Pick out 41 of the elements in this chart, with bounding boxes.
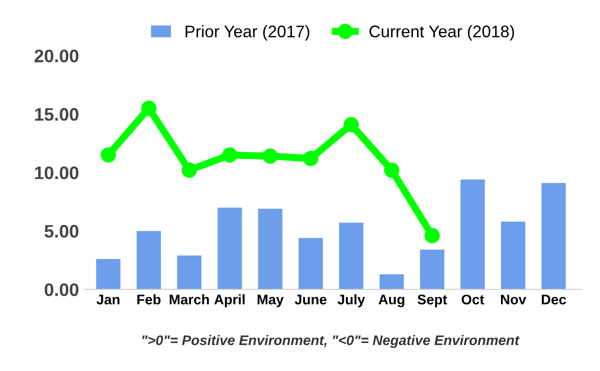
text: ">0"= Positive Environment, "<0"= Negative Environment (142, 334, 520, 348)
bar (460, 180, 485, 290)
x-tick-label: Aug (378, 294, 404, 308)
x-tick-label: Oct (462, 294, 484, 304)
point (344, 116, 359, 132)
x-tick-label: Jan (96, 294, 120, 304)
point (182, 162, 197, 178)
bar (380, 274, 404, 290)
x-tick-label: March (170, 294, 209, 304)
bar (298, 238, 323, 290)
point (384, 162, 400, 178)
bar (339, 222, 364, 290)
x-tick-label: May (258, 294, 284, 308)
bar (218, 208, 242, 290)
x-tick-label: Dec (542, 294, 566, 304)
bar (542, 183, 566, 290)
bar (258, 208, 282, 290)
point (100, 147, 116, 163)
x-tick-label: June (294, 294, 326, 304)
bar (177, 255, 202, 290)
bar (420, 250, 444, 290)
y-tick-label: 15.00 (35, 108, 78, 121)
y-tick-label: 5.00 (44, 224, 78, 238)
y-tick-label: 20.00 (34, 50, 78, 62)
x-tick-label: April (214, 294, 245, 308)
legend-label: Current Year (2018) (369, 25, 514, 41)
point (222, 147, 238, 163)
x-tick-label: Feb (137, 294, 161, 304)
x-tick-label: Nov (500, 294, 526, 304)
bar (136, 230, 161, 290)
point (262, 148, 278, 164)
x-tick-label: Sept (418, 294, 448, 308)
y-tick-label: 0.00 (44, 283, 78, 296)
point (303, 150, 318, 166)
bar (96, 258, 120, 290)
legend-label: Prior Year (2017) (186, 25, 310, 41)
bar (501, 222, 526, 290)
point (141, 100, 156, 116)
point (424, 228, 440, 244)
x-tick-label: July (338, 294, 366, 308)
y-tick-label: 10.00 (35, 166, 78, 180)
